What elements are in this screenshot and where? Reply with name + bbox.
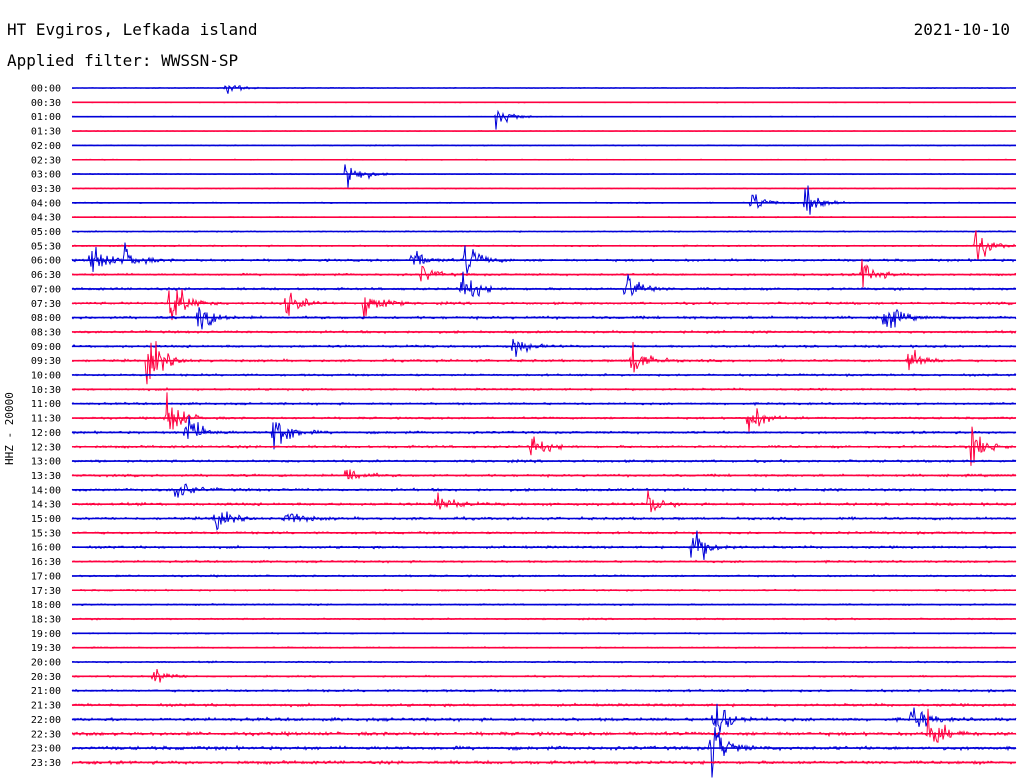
trace-row-1130 [71, 392, 1017, 433]
row-label-0030: 00:30 [31, 98, 61, 109]
row-label-1430: 14:30 [31, 500, 61, 511]
trace-row-0000 [71, 84, 1017, 94]
row-label-0500: 05:00 [31, 227, 61, 238]
row-label-1400: 14:00 [31, 485, 61, 496]
row-label-1200: 12:00 [31, 428, 61, 439]
row-label-1630: 16:30 [31, 557, 61, 568]
row-label-0930: 09:30 [31, 356, 61, 367]
row-label-1500: 15:00 [31, 514, 61, 525]
trace-row-2200 [71, 703, 1017, 733]
trace-row-0630 [71, 259, 1017, 288]
row-label-2300: 23:00 [31, 744, 61, 755]
trace-row-1330 [71, 469, 1017, 480]
row-label-1830: 18:30 [31, 614, 61, 625]
trace-row-0100 [71, 109, 1017, 130]
filter-label: Applied filter: WWSSN-SP [7, 51, 239, 70]
row-label-1230: 12:30 [31, 442, 61, 453]
trace-row-1500 [71, 511, 1017, 531]
trace-row-2300 [71, 727, 1017, 778]
row-label-0430: 04:30 [31, 213, 61, 224]
date-label: 2021-10-10 [913, 20, 1010, 39]
row-label-0800: 08:00 [31, 313, 61, 324]
row-label-2030: 20:30 [31, 672, 61, 683]
row-label-0130: 01:30 [31, 127, 61, 138]
row-label-1100: 11:00 [31, 399, 61, 410]
trace-row-0300 [71, 164, 1016, 189]
trace-row-1430 [71, 490, 1017, 513]
row-label-0330: 03:30 [31, 184, 61, 195]
row-label-1330: 13:30 [31, 471, 61, 482]
row-label-1900: 19:00 [31, 629, 61, 640]
row-label-0600: 06:00 [31, 256, 61, 267]
row-label-0400: 04:00 [31, 198, 61, 209]
row-label-1730: 17:30 [31, 586, 61, 597]
row-label-0530: 05:30 [31, 241, 61, 252]
row-label-0200: 02:00 [31, 141, 61, 152]
row-label-1000: 10:00 [31, 371, 61, 382]
row-label-1030: 10:30 [31, 385, 61, 396]
row-label-0300: 03:00 [31, 170, 61, 181]
trace-row-0900 [71, 338, 1017, 357]
trace-row-1600 [71, 530, 1017, 560]
row-label-1130: 11:30 [31, 414, 61, 425]
row-label-2100: 21:00 [31, 686, 61, 697]
trace-rows: 00:00 00:30 01:00 01:30 02:00 02:30 03:00 03:30… [31, 84, 1017, 778]
row-label-0100: 01:00 [31, 112, 61, 123]
row-label-0000: 00:00 [31, 84, 61, 95]
row-label-2330: 23:30 [31, 758, 61, 769]
trace-row-2230 [71, 708, 1017, 743]
station-title: HT Evgiros, Lefkada island [7, 20, 258, 39]
row-label-0700: 07:00 [31, 284, 61, 295]
trace-row-0400 [71, 185, 1016, 215]
row-label-2130: 21:30 [31, 701, 61, 712]
row-label-1530: 15:30 [31, 528, 61, 539]
row-label-0630: 06:30 [31, 270, 61, 281]
row-label-0730: 07:30 [31, 299, 61, 310]
row-label-2000: 20:00 [31, 658, 61, 669]
row-label-1300: 13:00 [31, 457, 61, 468]
row-label-2230: 22:30 [31, 729, 61, 740]
row-label-1930: 19:30 [31, 643, 61, 654]
row-label-1800: 18:00 [31, 600, 61, 611]
trace-row-0600 [71, 242, 1017, 274]
row-label-0230: 02:30 [31, 155, 61, 166]
row-label-0830: 08:30 [31, 327, 61, 338]
trace-row-1400 [71, 483, 1017, 498]
row-label-2200: 22:00 [31, 715, 61, 726]
row-label-0900: 09:00 [31, 342, 61, 353]
row-label-1600: 16:00 [31, 543, 61, 554]
trace-row-0930 [71, 341, 1017, 385]
row-label-1700: 17:00 [31, 571, 61, 582]
